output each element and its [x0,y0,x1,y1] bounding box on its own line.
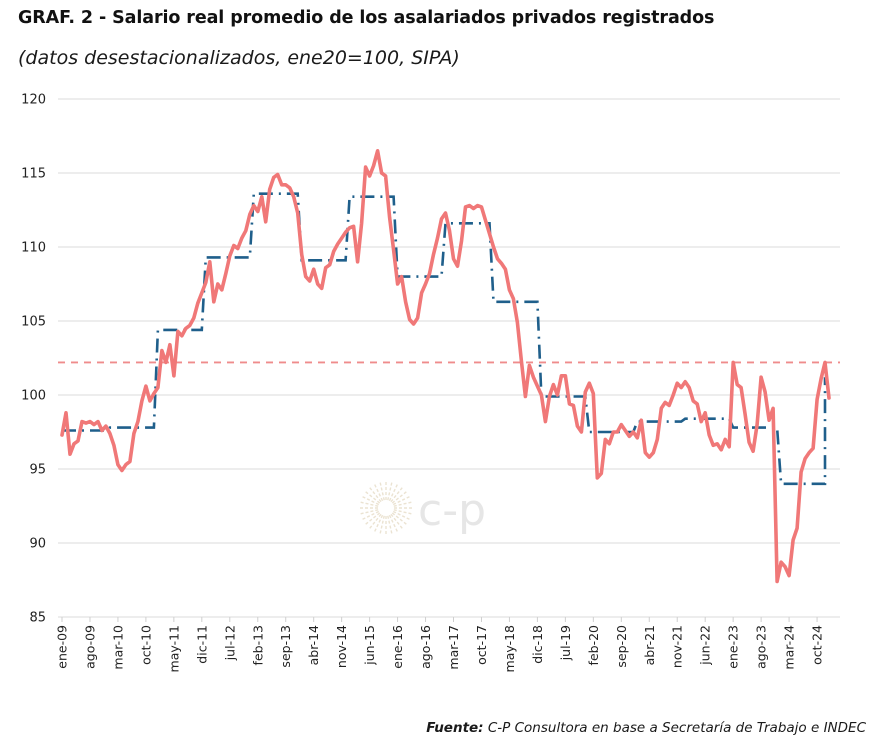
x-tick-label: oct-10 [138,625,153,665]
chart-subtitle: (datos desestacionalizados, ene20=100, S… [18,47,460,69]
sunburst-ray [361,510,380,521]
source-label: Fuente: [426,720,484,736]
sunburst-ray [368,513,382,530]
y-tick-label: 120 [21,93,46,108]
sunburst-ray [373,483,384,502]
sunburst-ray [391,490,408,504]
x-tick-label: ago-16 [418,625,433,669]
x-tick-label: jun-15 [362,625,377,666]
sunburst-ray [359,509,379,515]
x-tick-label: abr-21 [642,625,657,665]
x-tick-label: mar-10 [110,625,125,670]
monthly-salary-line [60,149,831,584]
sunburst-ray [379,481,385,501]
watermark-text: c-p [418,485,486,536]
sunburst-ray [392,510,411,521]
sunburst-ray [387,515,393,535]
sunburst-ray [373,514,384,533]
annual-average-line [62,192,827,486]
sunburst-icon [359,481,413,535]
x-tick-label: ago-23 [754,625,769,669]
source-note: Fuente: C-P Consultora en base a Secreta… [426,720,866,736]
x-tick-label: dic-11 [194,625,209,664]
sunburst-ray [388,514,399,533]
x-tick-label: oct-24 [810,625,825,665]
grid-lines [58,98,840,618]
sunburst-ray [391,512,408,526]
y-tick-label: 95 [29,463,46,478]
y-tick-label: 85 [29,611,46,626]
x-tick-label: may-18 [502,625,517,672]
sunburst-ray [390,486,404,503]
series-layer [58,149,840,584]
x-tick-label: nov-14 [334,625,349,668]
sunburst-ray [388,483,399,502]
sunburst-ray [379,515,385,535]
sunburst-ray [364,512,381,526]
x-tick-label: feb-13 [250,625,265,665]
sunburst-ray [387,481,393,501]
x-tick-label: ene-23 [726,625,741,669]
y-tick-label: 90 [29,537,46,552]
x-tick-label: jul-12 [222,625,237,661]
x-tick-label: jun-22 [698,625,713,666]
x-tick-label: jul-19 [558,625,573,661]
x-axis-ticks: ene-09 ago-09 mar-10 oct-10 may-11 dic-11 jul-… [55,617,825,672]
sunburst-ray [390,513,404,530]
x-tick-label: sep-20 [614,625,629,668]
source-text: C-P Consultora en base a Secretaría de T… [483,720,866,736]
y-axis-ticks: 85 90 95 100 105 110 115 120 [21,93,46,626]
x-tick-label: oct-17 [474,625,489,665]
x-tick-label: abr-14 [306,625,321,665]
x-tick-label: ene-16 [390,625,405,669]
sunburst-ray [392,495,411,506]
y-tick-label: 110 [21,241,46,256]
sunburst-ray [359,501,379,507]
x-tick-label: dic-18 [530,625,545,664]
x-tick-label: ago-09 [82,625,97,669]
y-tick-label: 115 [21,167,46,182]
chart-title: GRAF. 2 - Salario real promedio de los a… [18,8,715,28]
x-tick-label: nov-21 [670,625,685,668]
sunburst-ray [393,501,413,507]
x-tick-label: feb-20 [586,625,601,665]
x-tick-label: may-11 [166,625,181,672]
watermark-logo: c-p [359,481,486,536]
y-tick-label: 105 [21,315,46,330]
x-tick-label: mar-17 [446,625,461,670]
x-tick-label: sep-13 [278,625,293,668]
x-tick-label: mar-24 [782,625,797,670]
x-tick-label: ene-09 [55,625,70,669]
sunburst-ray [393,509,413,515]
sunburst-ray [368,486,382,503]
sunburst-ray [364,490,381,504]
y-tick-label: 100 [21,389,46,404]
sunburst-ray [361,495,380,506]
